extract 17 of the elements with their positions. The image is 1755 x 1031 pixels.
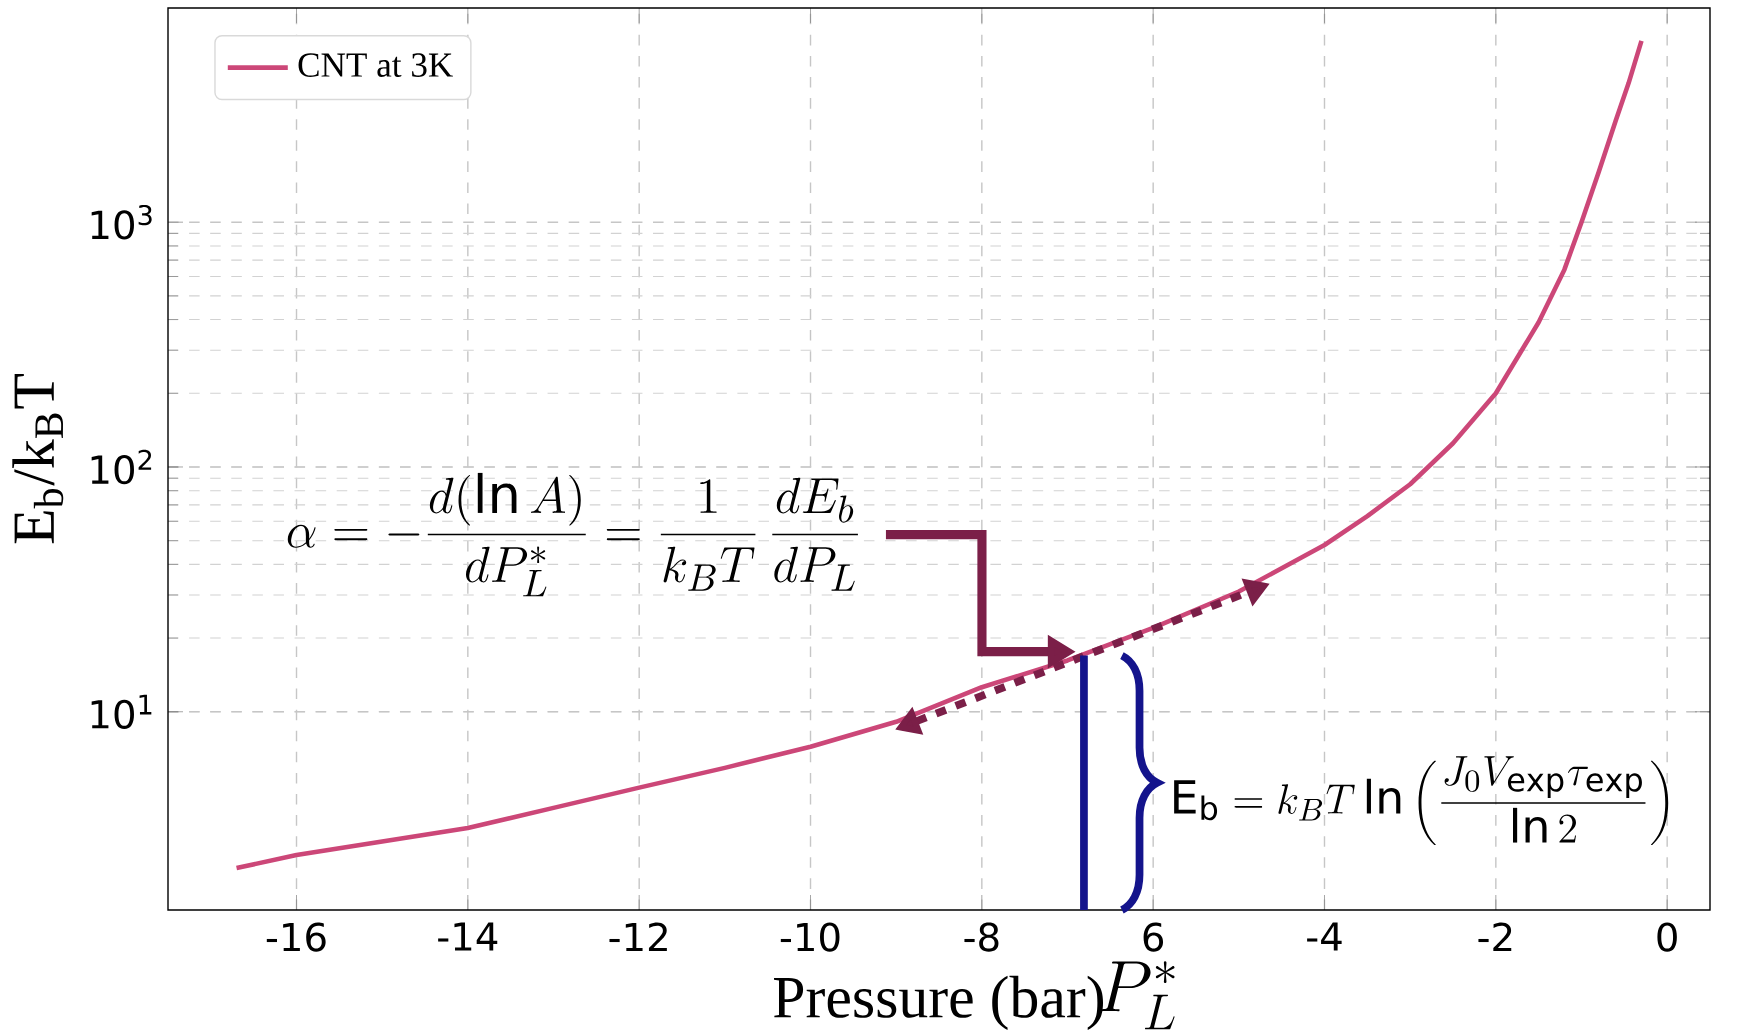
y-tick-label: 10$^{3}$ (91, 204, 152, 240)
x-tick-label: -8 (964, 922, 999, 952)
x-tick-label: -2 (1478, 922, 1512, 952)
x-axis-title: Pressure (bar) (773, 975, 1104, 1030)
x-tick-label: -12 (609, 922, 667, 952)
x-tick-label: -16 (266, 922, 326, 952)
annotation: $\alpha = -\frac{d(\ln A)}{dP_L^*} = \frac{1}{k_BT}\,\frac{dE_b}{dP_L}$ (287, 472, 858, 597)
annotation: $\mathrm{E_b} = k_BT\ln\left(\frac{J_0V_{\exp}\tau_{\exp}}{\ln 2}\right)$ (1174, 756, 1669, 846)
y-tick-label: 10$^{1}$ (91, 694, 152, 729)
x-tick-label: -10 (780, 922, 840, 952)
legend-label: CNT at 3K (298, 53, 453, 77)
y-axis-title: E$_{b}$/k$_{B}$T (12, 374, 64, 544)
x-tick-label: 6 (1143, 922, 1164, 952)
x-tick-label: -14 (438, 922, 498, 951)
x-tick-label: 0 (1657, 922, 1677, 952)
y-tick-label: 10$^{2}$ (91, 449, 152, 485)
x-tick-label: -4 (1307, 922, 1342, 951)
